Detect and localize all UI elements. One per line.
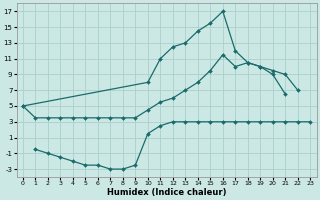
X-axis label: Humidex (Indice chaleur): Humidex (Indice chaleur)	[107, 188, 226, 197]
